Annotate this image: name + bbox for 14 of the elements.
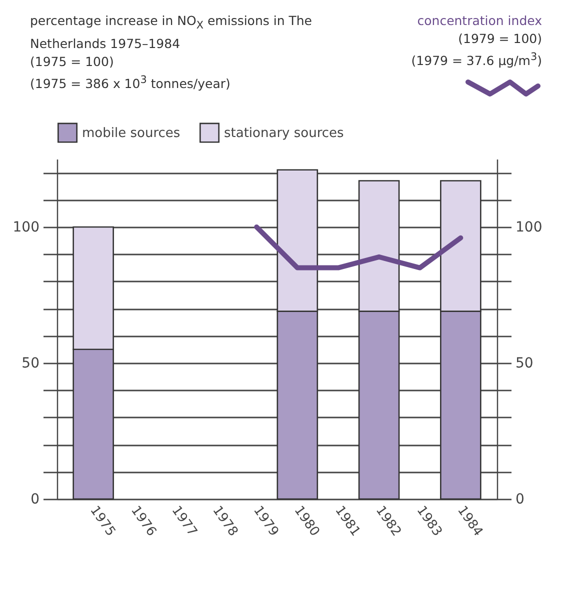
y2-tick-label: 100 <box>516 220 542 236</box>
y-tick-label: 50 <box>22 356 40 372</box>
y-tick-label: 0 <box>30 492 40 508</box>
y2-tick-label: 50 <box>516 356 534 372</box>
chart-title: percentage increase in NO$_{X}$ emissions in The Netherlands 1975–1984 <box>30 13 312 50</box>
legend-label: stationary sources <box>224 126 344 141</box>
text: (1975 = 386 x 10$^{3}$ tonnes/year) <box>30 72 232 93</box>
text: (1979 = 37.6 µg/m$^{3}$) <box>411 50 542 70</box>
y-tick-label: 100 <box>12 220 40 236</box>
legend-label: mobile sources <box>82 126 180 141</box>
text: concentration index <box>416 12 542 30</box>
chart-subtitle: (1975 = 100) <box>30 52 115 70</box>
text: (1979 = 100) <box>457 30 542 48</box>
y2-tick-label: 0 <box>516 492 524 508</box>
